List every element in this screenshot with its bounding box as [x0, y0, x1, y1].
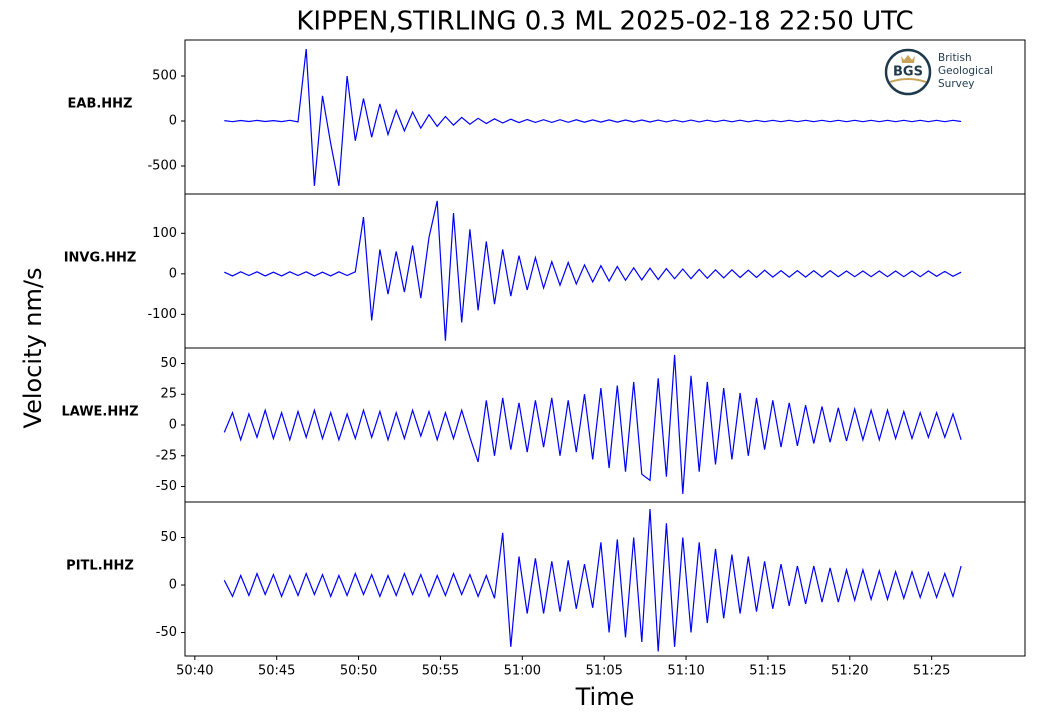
logo-line: Geological [938, 65, 993, 77]
y-tick-label: 100 [152, 226, 177, 241]
panel [184, 193, 1026, 349]
station-label: INVG.HHZ [64, 251, 137, 266]
y-tick-label: -25 [156, 448, 177, 463]
panel [184, 501, 1026, 657]
x-tick-label: 50:40 [176, 664, 213, 679]
x-tick-label: 51:00 [504, 664, 541, 679]
y-tick-label: 25 [160, 387, 177, 402]
x-tick-label: 51:05 [585, 664, 622, 679]
y-tick-label: 500 [152, 69, 177, 84]
logo-line: Survey [938, 78, 975, 90]
x-tick-label: 51:20 [831, 664, 868, 679]
station-label: PITL.HHZ [66, 559, 134, 574]
x-axis-label: Time [575, 683, 635, 711]
station-label: LAWE.HHZ [61, 405, 138, 420]
waveform [223, 354, 962, 494]
waveform [224, 48, 962, 186]
y-axis-label: Velocity nm/s [19, 268, 47, 429]
y-tick-label: 50 [160, 356, 177, 371]
y-tick-label: 0 [169, 418, 177, 433]
x-tick-label: 51:10 [667, 664, 704, 679]
logo: BGS British Geological Survey [884, 48, 993, 96]
y-tick-label: 0 [169, 114, 177, 129]
logo-abbr: BGS [893, 65, 923, 80]
x-tick-label: 50:45 [258, 664, 295, 679]
y-tick-label: -50 [156, 479, 177, 494]
y-tick-label: -50 [156, 625, 177, 640]
logo-ring [884, 48, 932, 96]
x-tick-label: 50:55 [422, 664, 459, 679]
y-tick-label: -500 [147, 159, 177, 174]
y-tick-label: 0 [169, 266, 177, 281]
x-tick-label: 51:15 [749, 664, 786, 679]
waveform [223, 508, 962, 652]
figure-title: KIPPEN,STIRLING 0.3 ML 2025-02-18 22:50 … [296, 7, 913, 37]
y-tick-label: -100 [147, 307, 177, 322]
logo-crown [901, 55, 915, 63]
y-tick-label: 0 [169, 578, 177, 593]
station-label: EAB.HHZ [68, 97, 133, 112]
logo-wave [889, 78, 927, 83]
logo-line: British [938, 52, 972, 64]
waveform [224, 200, 962, 341]
x-tick-label: 50:50 [340, 664, 377, 679]
y-tick-label: 50 [160, 530, 177, 545]
x-tick-label: 51:25 [913, 664, 950, 679]
